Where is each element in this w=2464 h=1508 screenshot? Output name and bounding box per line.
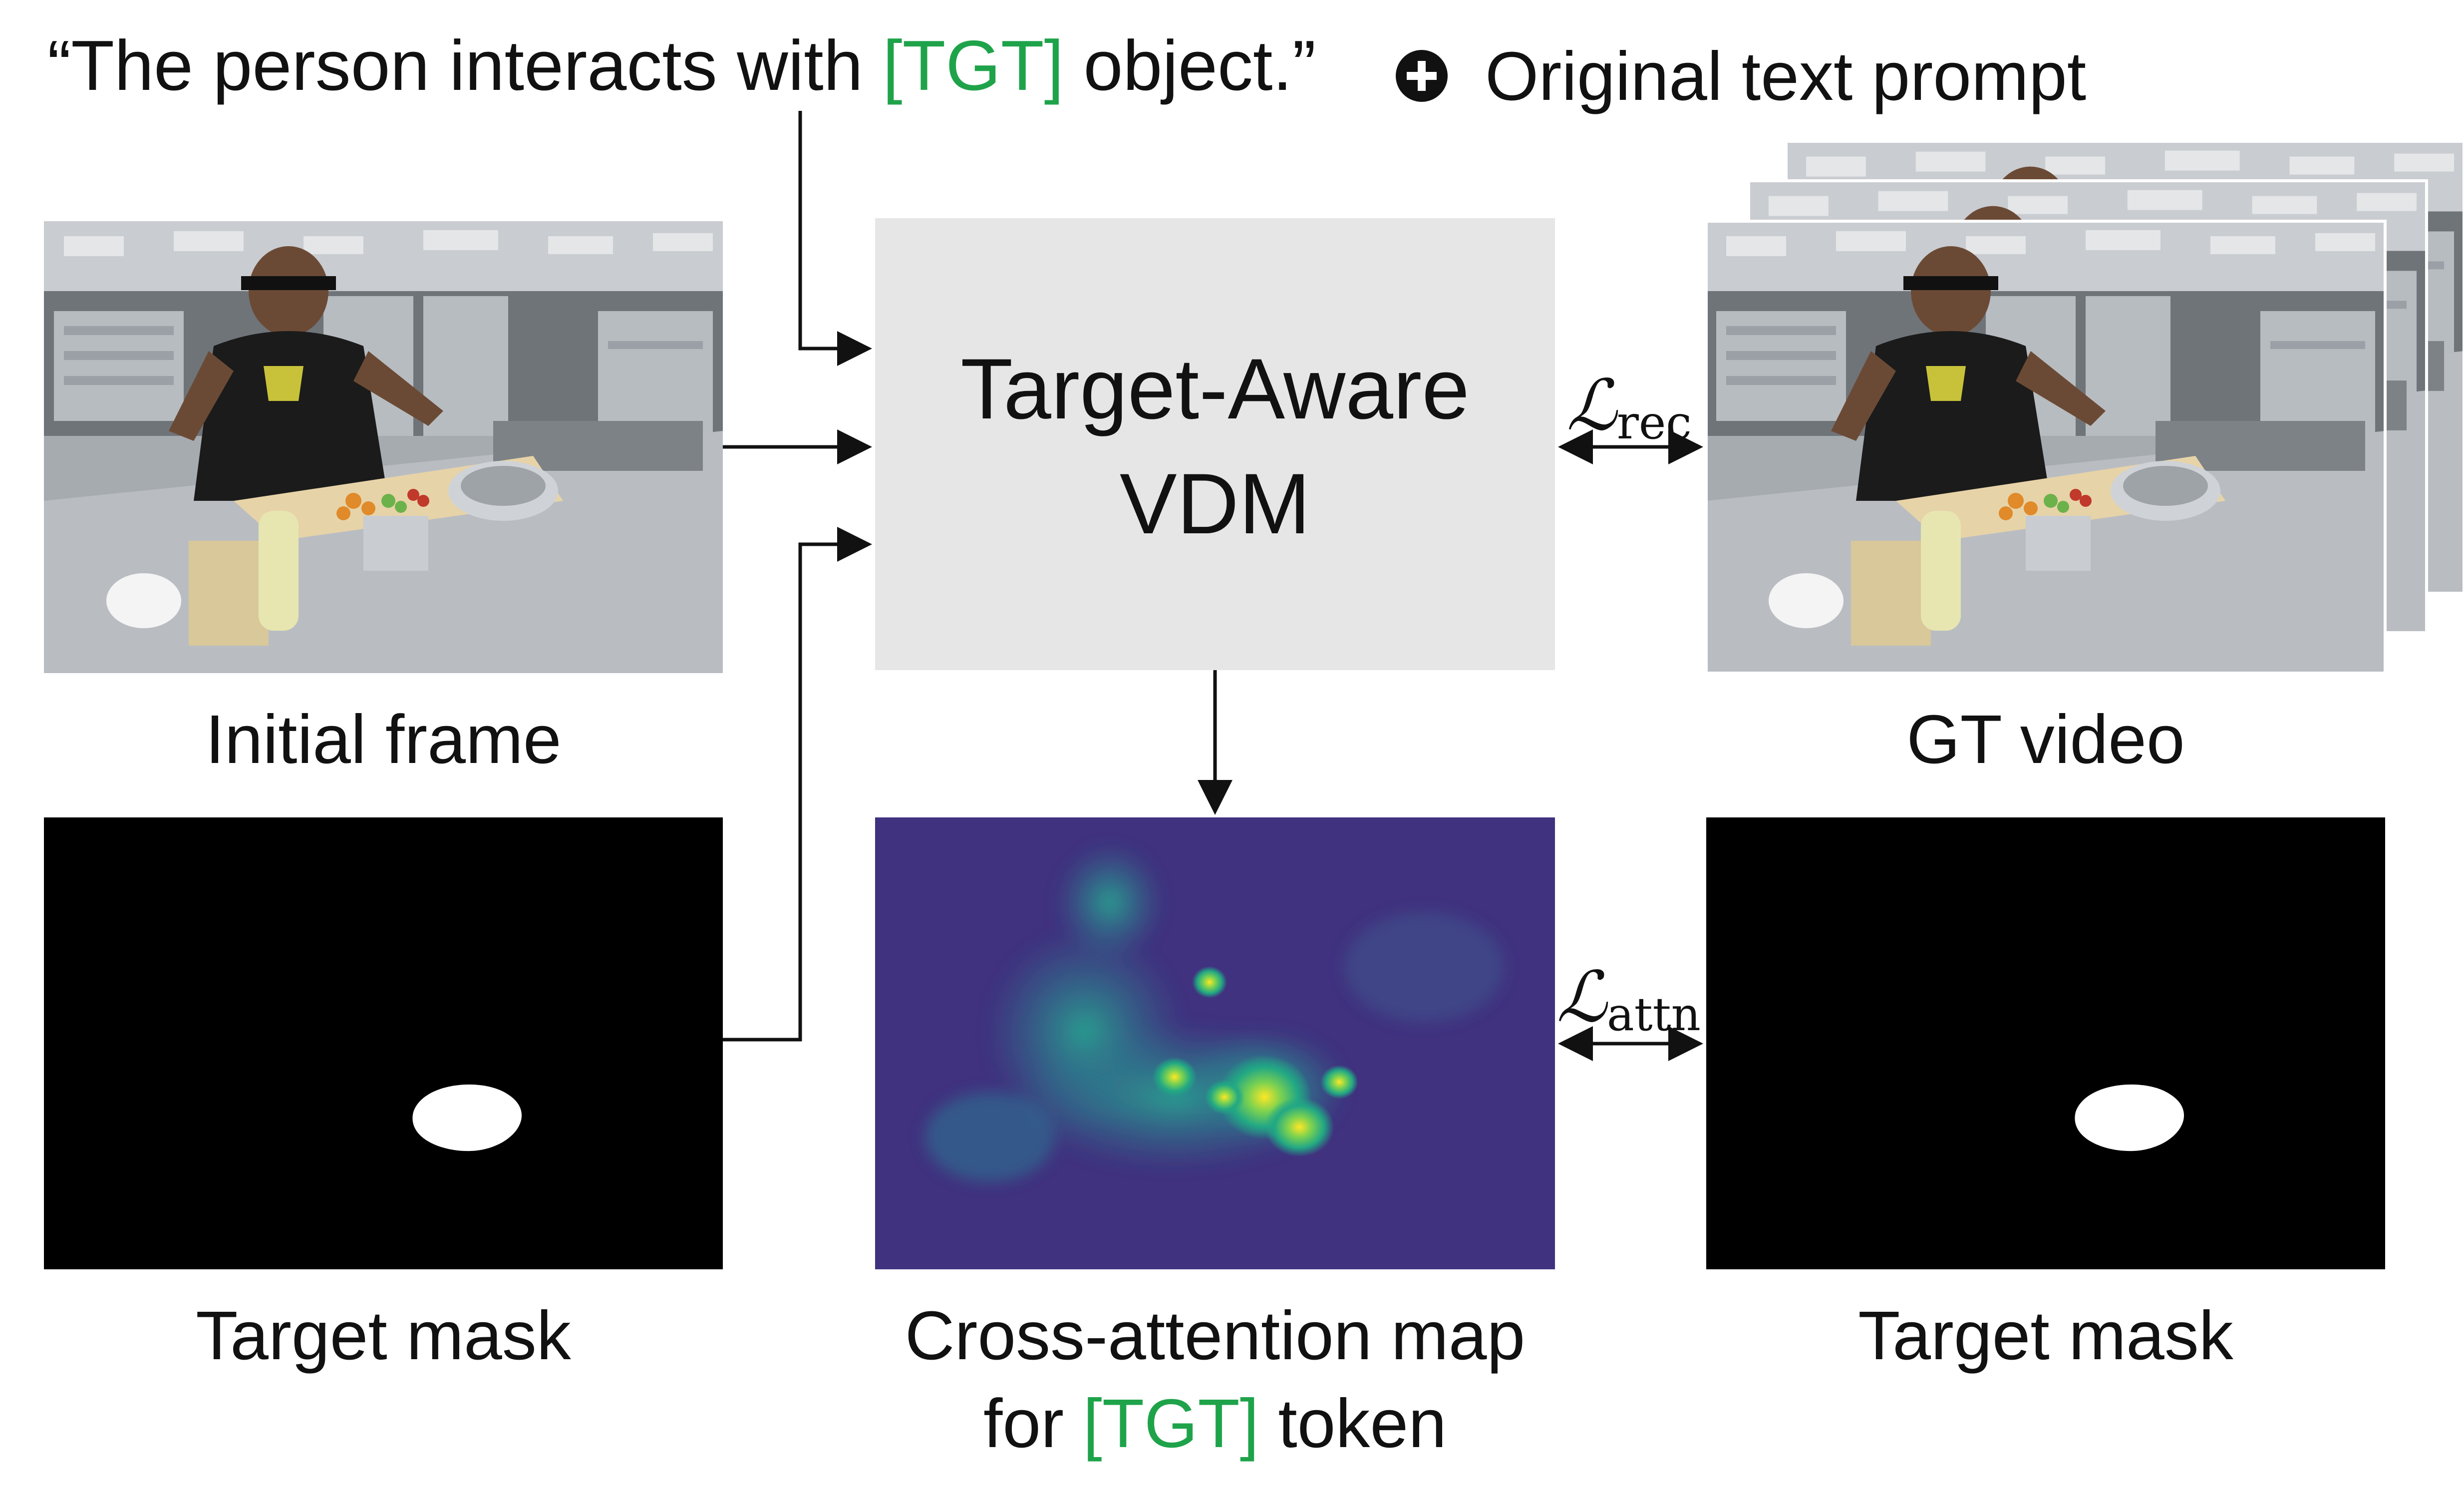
original-text-prompt: Original text prompt <box>1485 38 2086 115</box>
target-mask-left-label: Target mask <box>196 1297 572 1374</box>
cross-attention-label-line1: Cross-attention map <box>905 1297 1526 1374</box>
prompt-text: “The person interacts with [TGT] object.… <box>47 26 1316 105</box>
model-title-line1: Target-Aware <box>960 341 1470 437</box>
plus-circle-icon <box>1396 50 1448 102</box>
arrow-mask-to-model <box>723 527 872 1042</box>
rec-loss-label: ℒrec <box>1566 365 1692 449</box>
target-mask-right-label: Target mask <box>1858 1297 2234 1374</box>
arrow-prompt-to-model <box>798 111 872 366</box>
gt-video-stack <box>1705 140 2464 675</box>
gt-video-label: GT video <box>1906 701 2184 778</box>
arrows <box>723 111 1703 1061</box>
model-title-line2: VDM <box>1120 456 1310 552</box>
target-mask-right-image <box>1706 817 2385 1269</box>
target-mask-left-image <box>44 817 723 1269</box>
attn-loss-label: ℒattn <box>1556 957 1701 1041</box>
cross-attention-map-image <box>875 817 1555 1269</box>
cross-attention-label-line2: for [TGT] token <box>983 1385 1447 1462</box>
model-box <box>875 218 1555 670</box>
initial-frame-label: Initial frame <box>205 701 561 778</box>
initial-frame-image <box>44 221 723 673</box>
